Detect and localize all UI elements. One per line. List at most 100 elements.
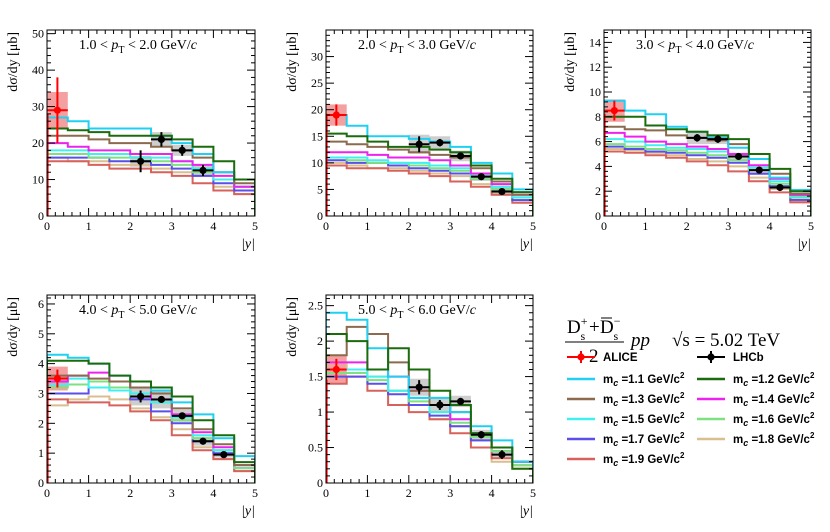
x-tick-label: 2 xyxy=(684,219,690,233)
y-tick-label: 10 xyxy=(311,156,323,170)
y-tick-label: 2 xyxy=(595,184,601,198)
lhcb-point xyxy=(199,438,206,445)
lhcb-point xyxy=(436,139,443,146)
legend-label: mc =1.7 GeV/c2 xyxy=(603,431,685,448)
y-tick-label: 10 xyxy=(32,173,44,187)
legend-marker-dot xyxy=(707,353,714,360)
y-tick-label: 8 xyxy=(595,110,601,124)
lhcb-point xyxy=(158,396,165,403)
x-tick-label: 0 xyxy=(601,219,607,233)
lhcb-point xyxy=(735,153,742,160)
lhcb-point xyxy=(137,158,144,165)
x-axis-label: |y| xyxy=(519,504,533,519)
panel-title: 1.0 < pT < 2.0 GeV/c xyxy=(79,38,198,56)
model-hist-mc-1p9 xyxy=(47,161,255,216)
y-tick-label: 10 xyxy=(589,85,601,99)
legend-entry-mc-1p5: mc =1.5 GeV/c2 xyxy=(567,411,685,428)
legend-label: mc =1.6 GeV/c2 xyxy=(733,411,815,428)
x-axis-label: |y| xyxy=(519,237,533,252)
legend-entry-lhcb: LHCb xyxy=(697,351,764,364)
panel-plot-area xyxy=(604,99,811,216)
figure-canvas: 01234501020304050dσ/dy [μb]|y|1.0 < pT <… xyxy=(0,0,830,532)
panel-title: 3.0 < pT < 4.0 GeV/c xyxy=(636,38,755,56)
x-tick-label: 5 xyxy=(252,486,258,500)
lhcb-point xyxy=(436,401,443,408)
y-tick-label: 20 xyxy=(32,136,44,150)
legend-label: mc =1.1 GeV/c2 xyxy=(603,371,685,388)
y-tick-label: 5 xyxy=(38,327,44,341)
y-tick-label: 3 xyxy=(38,386,44,400)
y-tick-label: 0 xyxy=(38,209,44,223)
legend-entry-mc-1p2: mc =1.2 GeV/c2 xyxy=(697,371,815,388)
y-tick-label: 0 xyxy=(317,209,323,223)
lhcb-point xyxy=(498,451,505,458)
y-tick-label: 6 xyxy=(595,135,601,149)
y-tick-label: 50 xyxy=(32,27,44,41)
lhcb-point xyxy=(457,152,464,159)
legend-label: mc =1.3 GeV/c2 xyxy=(603,391,685,408)
panel-plot-area xyxy=(47,77,255,216)
y-axis-label: dσ/dy [μb] xyxy=(563,32,578,92)
legend-title-ds-minus: D−s xyxy=(600,314,621,343)
lhcb-point xyxy=(220,451,227,458)
legend-label: mc =1.4 GeV/c2 xyxy=(733,391,815,408)
legend-model-entries: mc =1.1 GeV/c2 mc =1.2 GeV/c2 mc =1.3 GeV/… xyxy=(567,371,815,468)
legend-entry-mc-1p9: mc =1.9 GeV/c2 xyxy=(567,451,685,468)
y-tick-label: 15 xyxy=(311,129,323,143)
alice-point xyxy=(54,375,61,382)
lhcb-point xyxy=(478,173,485,180)
x-tick-label: 4 xyxy=(767,219,773,233)
y-axis-label: dσ/dy [μb] xyxy=(285,297,300,357)
x-tick-label: 2 xyxy=(406,486,412,500)
lhcb-point xyxy=(416,384,423,391)
x-tick-label: 3 xyxy=(447,486,453,500)
y-tick-label: 1 xyxy=(317,405,323,419)
panels-group: 01234501020304050dσ/dy [μb]|y|1.0 < pT <… xyxy=(6,27,814,519)
legend-label: LHCb xyxy=(733,352,764,364)
y-tick-label: 0 xyxy=(317,476,323,490)
x-tick-label: 1 xyxy=(364,486,370,500)
x-tick-label: 2 xyxy=(127,219,133,233)
y-tick-label: 1.5 xyxy=(308,370,323,384)
panel-3: 01234502468101214dσ/dy [μb]|y|3.0 < pT <… xyxy=(563,30,814,252)
model-hist-mc-1p8 xyxy=(47,158,255,216)
y-tick-label: 2 xyxy=(317,334,323,348)
y-tick-label: 12 xyxy=(589,60,601,74)
x-tick-label: 2 xyxy=(406,219,412,233)
lhcb-point xyxy=(498,188,505,195)
panel-title: 2.0 < pT < 3.0 GeV/c xyxy=(358,38,477,56)
lhcb-point xyxy=(478,431,485,438)
lhcb-point xyxy=(179,412,186,419)
y-tick-label: 25 xyxy=(311,76,323,90)
legend-label: mc =1.5 GeV/c2 xyxy=(603,411,685,428)
legend-entry-alice: ALICE xyxy=(567,351,638,364)
x-tick-label: 4 xyxy=(210,219,216,233)
lhcb-point xyxy=(158,136,165,143)
y-tick-label: 0 xyxy=(595,209,601,223)
x-tick-label: 3 xyxy=(169,219,175,233)
y-axis-label: dσ/dy [μb] xyxy=(285,32,300,92)
lhcb-point xyxy=(776,184,783,191)
panel-title: 5.0 < pT < 6.0 GeV/c xyxy=(358,303,477,321)
legend-entry-mc-1p3: mc =1.3 GeV/c2 xyxy=(567,391,685,408)
y-tick-label: 14 xyxy=(589,35,601,49)
x-tick-label: 4 xyxy=(489,486,495,500)
legend-title-ds-plus: D+s xyxy=(567,314,588,343)
x-axis-label: |y| xyxy=(797,237,811,252)
x-tick-label: 0 xyxy=(323,486,329,500)
legend: D+s + D−s 2 pp √s = 5.02 TeV ALICELHCb m… xyxy=(565,314,815,468)
y-tick-label: 6 xyxy=(38,297,44,311)
alice-point xyxy=(54,107,61,114)
x-tick-label: 1 xyxy=(364,219,370,233)
x-tick-label: 0 xyxy=(44,219,50,233)
x-tick-label: 4 xyxy=(210,486,216,500)
panel-frame xyxy=(47,30,255,216)
alice-point xyxy=(611,107,618,114)
y-tick-label: 1 xyxy=(38,446,44,460)
lhcb-point xyxy=(714,136,721,143)
alice-point xyxy=(333,366,340,373)
lhcb-point xyxy=(137,393,144,400)
x-tick-label: 0 xyxy=(323,219,329,233)
legend-marker-dot xyxy=(577,353,584,360)
x-tick-label: 2 xyxy=(127,486,133,500)
